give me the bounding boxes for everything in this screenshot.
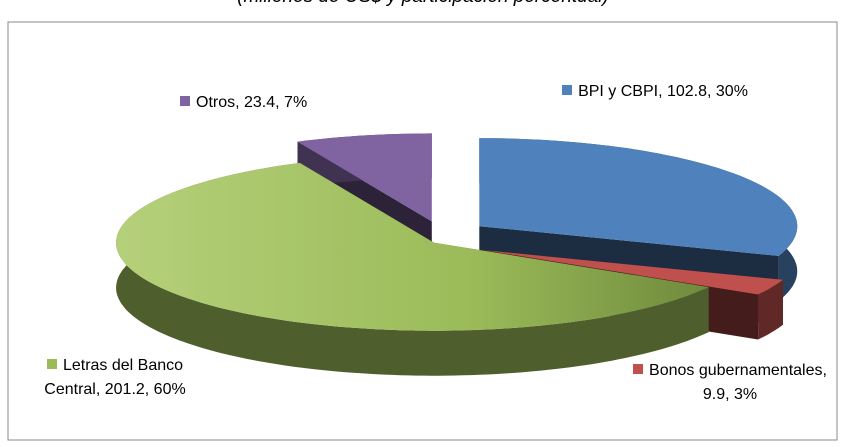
chart-subtitle: (millones de US$ y participación porcent… [0,0,846,8]
label-swatch [46,359,57,369]
label-swatch [633,364,644,374]
label-swatch [180,96,190,106]
chart-border [7,21,838,441]
slice [479,138,798,256]
slice [116,162,709,331]
label-text: Otros, 23.4, 7% [196,94,308,111]
data-label: BPI y CBPI, 102.8, 30% [555,80,755,104]
label-swatch [562,85,573,95]
slice-wall [758,279,783,340]
data-label: Otros, 23.4, 7% [180,91,370,115]
label-text: Letras del Banco Central, 201.2, 60% [44,357,186,398]
data-label: Bonos gubernamentales, 9.9, 3% [630,359,830,407]
label-text: BPI y CBPI, 102.8, 30% [578,83,748,100]
slice-wall [116,162,709,376]
label-text: Bonos gubernamentales, 9.9, 3% [649,362,827,403]
slice [297,133,432,222]
data-label: Letras del Banco Central, 201.2, 60% [25,354,205,402]
slice [483,250,783,295]
